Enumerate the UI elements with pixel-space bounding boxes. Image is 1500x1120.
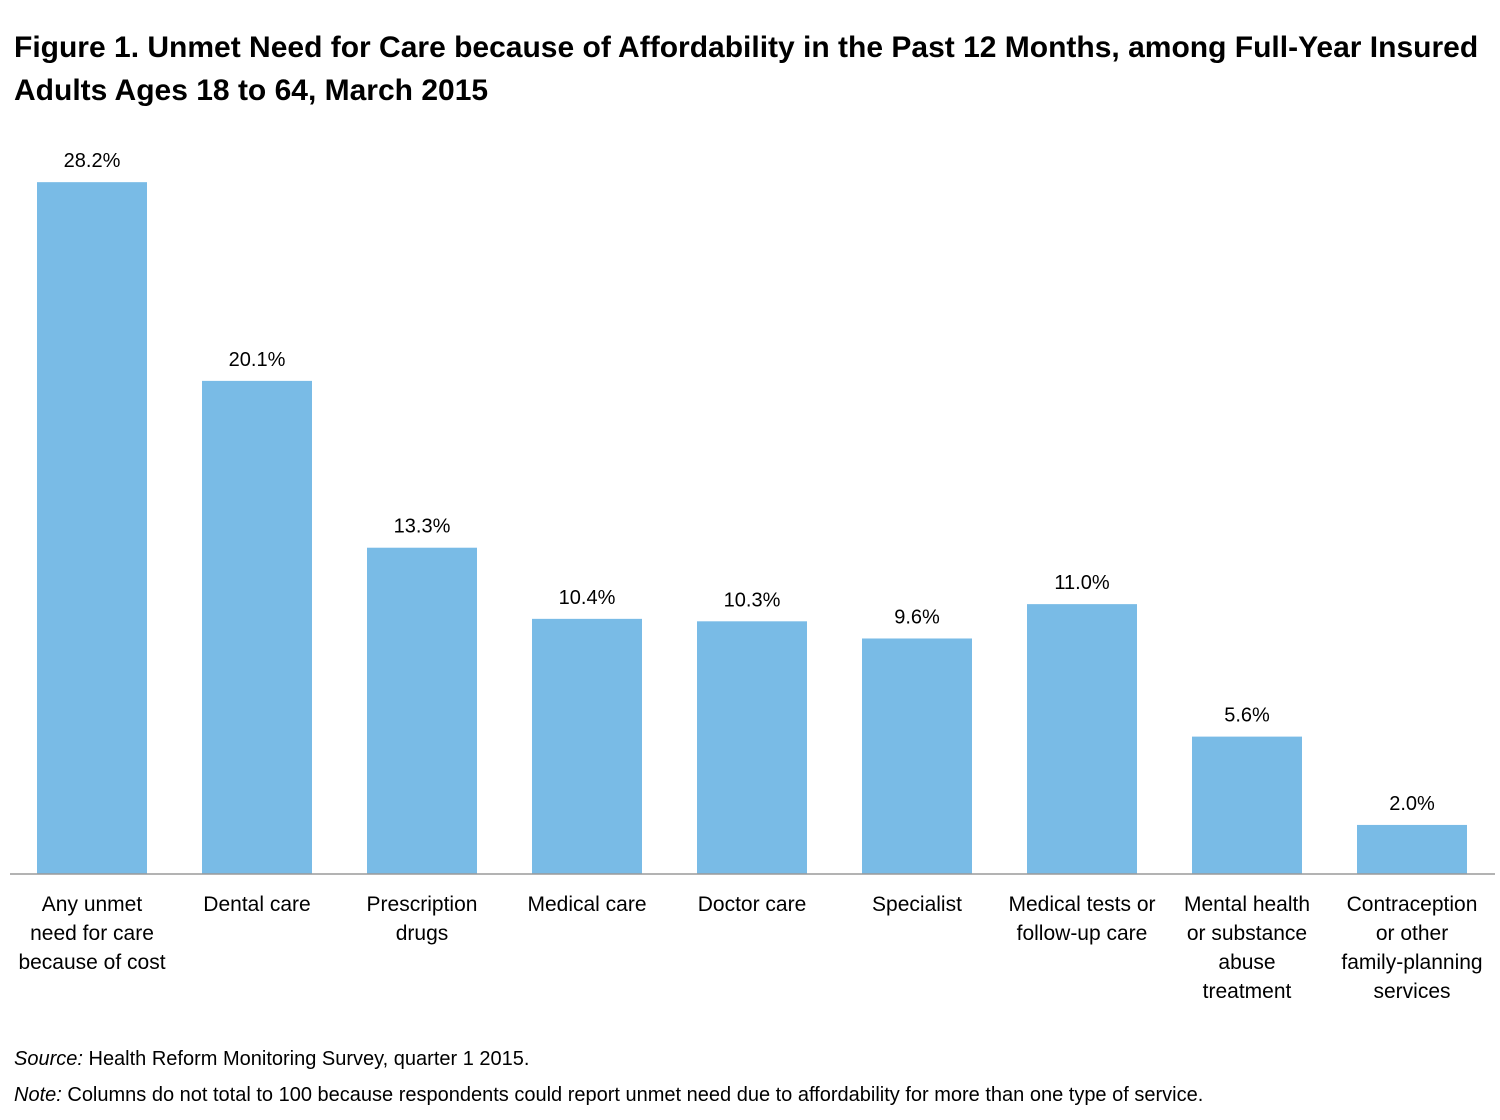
value-labels-group: 28.2% 20.1% 13.3% 10.4% 10.3% 9.6% 11.0% 5.6% 2.… bbox=[64, 150, 1435, 815]
category-label-8-line-1: or other bbox=[1376, 922, 1448, 945]
category-label-7-line-0: Mental health bbox=[1184, 893, 1310, 916]
category-label-2-line-0: Prescription bbox=[367, 893, 478, 916]
value-label-3: 10.4% bbox=[559, 587, 616, 609]
bar-3 bbox=[532, 618, 642, 874]
bar-2 bbox=[367, 547, 477, 874]
category-label-6-line-0: Medical tests or bbox=[1008, 893, 1155, 916]
value-label-8: 2.0% bbox=[1389, 793, 1435, 815]
bar-8 bbox=[1357, 824, 1467, 874]
value-label-5: 9.6% bbox=[894, 606, 940, 628]
category-label-6-line-1: follow-up care bbox=[1017, 922, 1148, 945]
bar-chart: 28.2% 20.1% 13.3% 10.4% 10.3% 9.6% 11.0% 5.6% 2.… bbox=[10, 150, 1495, 1003]
category-label-8-line-2: family-planning bbox=[1341, 951, 1482, 974]
category-labels-group: Any unmet need for care because of cost Den… bbox=[18, 893, 1482, 1003]
category-label-0-line-1: need for care bbox=[30, 922, 154, 945]
footnote: Note: Columns do not total to 100 becaus… bbox=[14, 1080, 1203, 1110]
bar-0 bbox=[37, 182, 147, 874]
category-label-1-line-0: Dental care bbox=[203, 893, 310, 916]
note-text: Columns do not total to 100 because resp… bbox=[61, 1084, 1204, 1106]
value-label-1: 20.1% bbox=[229, 349, 286, 371]
chart-title: Figure 1. Unmet Need for Care because of… bbox=[14, 31, 1479, 107]
category-label-4-line-0: Doctor care bbox=[698, 893, 807, 916]
bar-6 bbox=[1027, 604, 1137, 874]
value-label-7: 5.6% bbox=[1224, 705, 1270, 727]
value-label-6: 11.0% bbox=[1054, 572, 1109, 594]
category-label-7-line-2: abuse bbox=[1218, 951, 1275, 974]
category-label-0-line-2: because of cost bbox=[18, 951, 165, 974]
value-label-0: 28.2% bbox=[64, 150, 121, 172]
category-label-7-line-1: or substance bbox=[1187, 922, 1307, 945]
bar-5 bbox=[862, 638, 972, 874]
source-lead: Source: bbox=[14, 1048, 83, 1070]
category-label-7-line-3: treatment bbox=[1203, 980, 1292, 1003]
bar-1 bbox=[202, 380, 312, 874]
category-label-0-line-0: Any unmet bbox=[42, 893, 143, 916]
source-text: Health Reform Monitoring Survey, quarter… bbox=[82, 1048, 530, 1070]
bar-4 bbox=[697, 621, 807, 874]
source-note: Source: Health Reform Monitoring Survey,… bbox=[14, 1044, 529, 1074]
bars-group bbox=[37, 182, 1467, 874]
category-label-8-line-3: services bbox=[1373, 980, 1450, 1003]
category-label-3-line-0: Medical care bbox=[527, 893, 646, 916]
bar-7 bbox=[1192, 736, 1302, 874]
value-label-2: 13.3% bbox=[394, 516, 451, 538]
category-label-2-line-1: drugs bbox=[396, 922, 449, 945]
note-lead: Note: bbox=[14, 1084, 62, 1106]
category-label-8-line-0: Contraception bbox=[1347, 893, 1478, 916]
category-label-5-line-0: Specialist bbox=[872, 893, 962, 916]
value-label-4: 10.3% bbox=[724, 589, 781, 611]
